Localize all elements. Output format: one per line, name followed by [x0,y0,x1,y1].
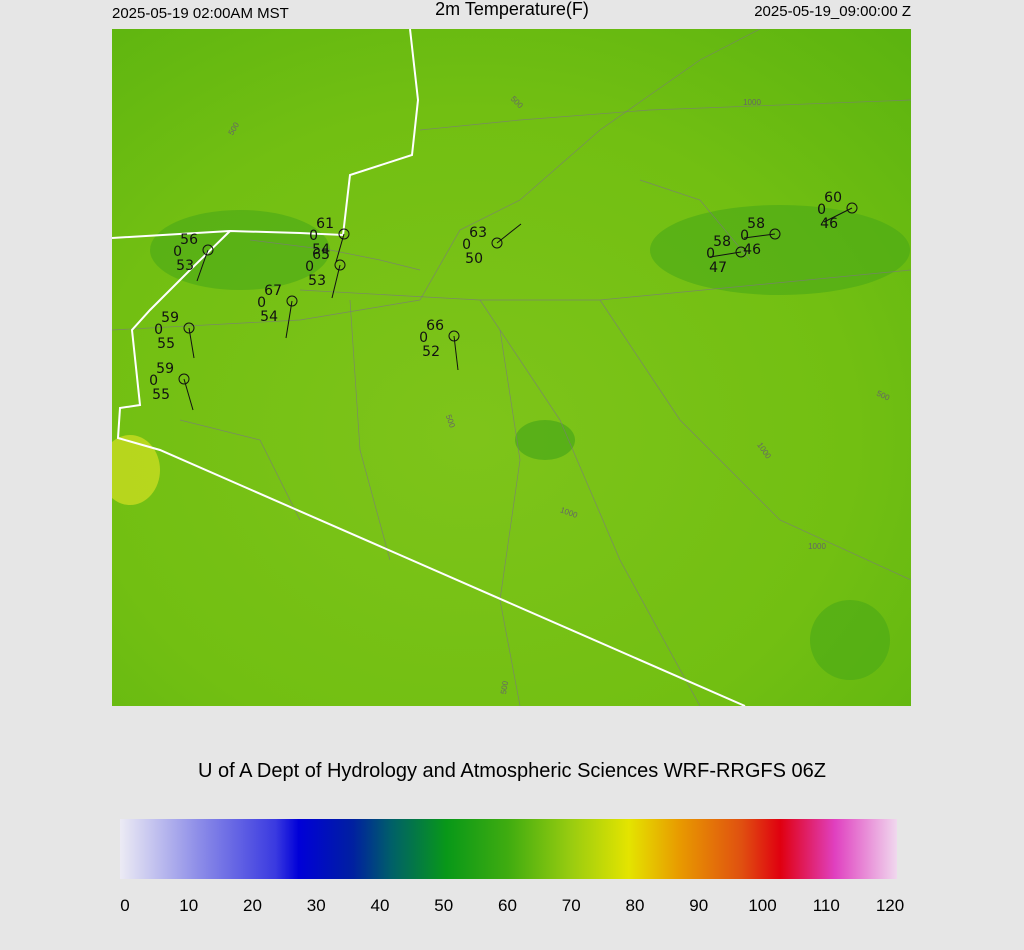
station-dew: 50 [465,251,483,267]
colorbar-tick-label: 0 [120,896,129,915]
station-circle [334,259,346,271]
map-background [112,29,911,706]
station-temp: 60 [824,190,842,206]
station-temp: 61 [316,216,334,232]
colorbar [120,819,897,879]
station-temp: 58 [713,234,731,250]
station-circle [735,246,747,258]
field-shade [150,210,330,290]
state-border [112,29,420,239]
station-cover: 0 [462,237,471,253]
station-circle [491,237,503,249]
contour-label: 1000 [743,98,761,107]
station-circle [338,228,350,240]
station-dew: 53 [308,273,326,289]
station-dew: 46 [820,216,838,232]
state-border [116,230,746,706]
station-circle [448,330,460,342]
colorbar-tick-label: 30 [307,896,326,915]
colorbar-tick-label: 80 [626,896,645,915]
field-shade [810,600,890,680]
station-dew: 52 [422,344,440,360]
valid-time-utc: 2025-05-19_09:00:00 Z [754,3,911,20]
station-circle [286,295,298,307]
colorbar-tick-label: 20 [243,896,262,915]
station-temp: 65 [312,247,330,263]
wind-barb [453,335,459,371]
station-circle [202,244,214,256]
station-dew: 46 [743,242,761,258]
station-temp: 56 [180,232,198,248]
colorbar-tick-label: 70 [562,896,581,915]
colorbar-tick-label: 10 [179,896,198,915]
roads [112,29,911,706]
station-cover: 0 [419,330,428,346]
contour-label: 500 [444,413,457,429]
station-circle [769,228,781,240]
station-cover: 0 [154,322,163,338]
field-shade [515,420,575,460]
map-title: 2m Temperature(F) [435,0,589,19]
station-temp: 63 [469,225,487,241]
station-plots: 5605361054650536705459055590556605263050… [149,190,858,411]
station-cover: 0 [173,244,182,260]
station-dew: 54 [312,242,330,258]
station-dew: 53 [176,258,194,274]
station-temp: 58 [747,216,765,232]
field-shade [650,205,910,295]
colorbar-tick-label: 120 [876,896,904,915]
station-cover: 0 [149,373,158,389]
colorbar-tick-label: 110 [813,896,840,915]
colorbar-tick-label: 60 [498,896,517,915]
contour-label: 500 [499,680,510,695]
station-dew: 55 [157,336,175,352]
credit: U of A Dept of Hydrology and Atmospheric… [198,760,826,782]
station-cover: 0 [740,228,749,244]
contour-label: 1000 [808,542,826,551]
station-cover: 0 [257,295,266,311]
station-dew: 54 [260,309,278,325]
colorbar-tick-label: 40 [371,896,390,915]
colorbar-tick-label: 100 [748,896,776,915]
station-dew: 55 [152,387,170,403]
station-cover: 0 [817,202,826,218]
station-cover: 0 [706,246,715,262]
station-cover: 0 [309,228,318,244]
field-shade [112,435,160,505]
wind-barb [285,300,293,339]
station-temp: 59 [156,361,174,377]
station-temp: 59 [161,310,179,326]
colorbar-tick-label: 50 [434,896,453,915]
station-temp: 67 [264,283,282,299]
colorbar-tick-label: 90 [689,896,708,915]
station-temp: 66 [426,318,444,334]
station-circle [846,202,858,214]
wind-barb [331,264,341,299]
colorbar-ticks: 0 10 20 30 40 50 60 70 80 90 100 110 120 [120,879,904,915]
station-cover: 0 [305,259,314,275]
valid-time-local: 2025-05-19 02:00AM MST [112,5,289,22]
station-circle [178,373,190,385]
station-dew: 47 [709,260,727,276]
station-circle [183,322,195,334]
